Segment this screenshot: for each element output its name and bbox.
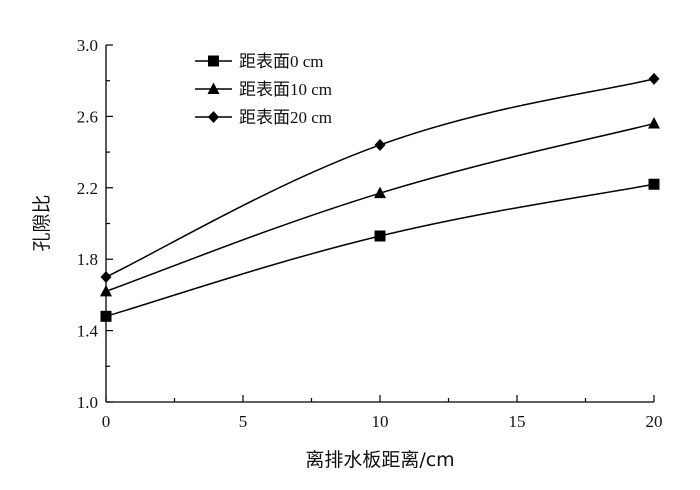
x-tick-label: 15 — [509, 412, 526, 431]
y-axis-title: 孔隙比 — [31, 194, 53, 251]
x-axis-title: 离排水板距离/cm — [305, 449, 454, 471]
legend-label: 距表面0 cm — [239, 52, 324, 71]
y-tick-label: 3.0 — [77, 36, 98, 55]
series-0 — [100, 178, 660, 322]
y-tick-label: 1.4 — [77, 322, 99, 341]
diamond-marker — [208, 111, 219, 123]
legend: 距表面0 cm 距表面10 cm 距表面20 cm — [195, 52, 332, 127]
x-tick-label: 0 — [102, 412, 111, 431]
square-marker — [648, 178, 660, 190]
diamond-marker — [100, 271, 112, 284]
triangle-marker — [207, 82, 220, 94]
x-tick-label: 10 — [372, 412, 389, 431]
square-marker — [100, 310, 112, 322]
triangle-marker — [648, 117, 660, 129]
triangle-marker — [100, 284, 112, 297]
series-line — [105, 183, 655, 318]
diamond-marker — [648, 72, 660, 85]
axes: 1.0 1.4 1.8 2.2 2.6 3.0 0 5 10 15 20 — [77, 36, 663, 431]
x-tick-label: 5 — [239, 412, 248, 431]
y-tick-label: 2.2 — [77, 179, 98, 198]
y-tick-label: 2.6 — [77, 107, 98, 126]
x-tick-label: 20 — [646, 412, 663, 431]
y-tick-label: 1.0 — [77, 393, 98, 412]
legend-label: 距表面20 cm — [239, 108, 332, 127]
square-marker — [374, 230, 386, 242]
series-2 — [100, 72, 660, 284]
series-layer — [100, 72, 660, 322]
series-1 — [100, 117, 660, 297]
square-marker — [208, 55, 219, 67]
series-line — [105, 78, 655, 278]
diamond-marker — [374, 138, 386, 151]
triangle-marker — [374, 186, 386, 199]
y-tick-label: 1.8 — [77, 250, 98, 269]
legend-label: 距表面10 cm — [239, 80, 332, 99]
